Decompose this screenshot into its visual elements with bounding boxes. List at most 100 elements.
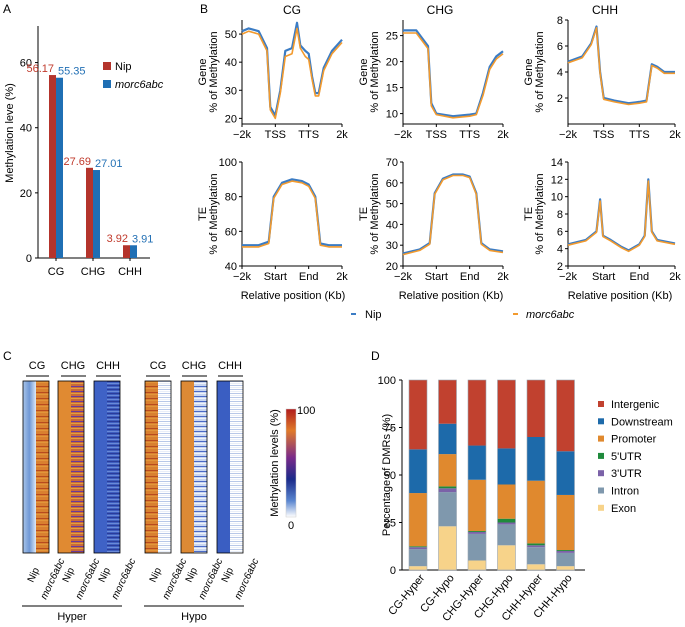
panel-b-legend: Nip morc6abc (351, 309, 575, 321)
x-tick-label: End (299, 271, 319, 283)
y-tick-label: 6 (557, 41, 563, 53)
bar-outline (556, 379, 575, 571)
stack-chh-hyper-5utr (527, 543, 545, 546)
x-tick-label: Start (425, 271, 448, 283)
heatmap-cell (194, 381, 207, 553)
stack-chg-hypo-exon (497, 545, 516, 570)
legend-label-nip: Nip (115, 61, 132, 73)
y-label-row: TE (358, 207, 370, 221)
stack-chg-hyper-exon (468, 560, 486, 570)
panel-c-heatmap: CG CHG CHH CG CHG CHH (22, 360, 315, 623)
heatmap-hyper (22, 380, 121, 554)
bar-chh-morc6abc (130, 245, 137, 258)
panel-label-b: B (200, 2, 208, 16)
heatmap-cell (71, 381, 84, 553)
x-tick-label: Start (264, 271, 287, 283)
y-tick-label: 10 (386, 109, 398, 121)
panel-a-ylabel: Methylation leve (%) (4, 83, 16, 183)
bar-outline (497, 379, 516, 571)
legend-label-intron: Intron (611, 486, 639, 498)
y-tick-label: 20 (20, 188, 32, 200)
heatmap-col-label: morc6abc (233, 557, 262, 601)
series-line-nip (567, 25, 675, 105)
panel-label-a: A (3, 2, 11, 16)
y-tick-label: 0 (26, 253, 32, 265)
x-tick-label: −2k (394, 271, 413, 283)
heatmap-title-hyper-chh: CHH (96, 360, 120, 372)
heatmap-cell (94, 381, 107, 553)
y-label-row: TE (523, 207, 535, 221)
panel-d-bars (408, 379, 575, 571)
stack-cg-hyper-intron (409, 549, 427, 567)
y-tick-label: 0 (390, 565, 396, 577)
heatmap-hypo (144, 380, 244, 554)
y-label-row: Gene (197, 59, 209, 86)
x-tick-label: 2k (497, 271, 509, 283)
heatmap-cell (36, 381, 49, 553)
y-label-unit: % of Methylation (534, 173, 546, 254)
legend-label-downstream: Downstream (611, 416, 673, 428)
heatmap-cell (217, 381, 230, 553)
legend-label-5utr: 5'UTR (611, 451, 642, 463)
subplot-gene-chg: 10 15 20 25 −2k TSS TTS 2k Gene% of Methylation (358, 20, 509, 141)
y-tick-label: 20 (386, 261, 398, 273)
y-tick-label: 40 (386, 219, 398, 231)
column-title-chg: CHG (427, 3, 454, 17)
legend-swatch-3utr (598, 470, 604, 477)
y-tick-label: 40 (20, 123, 32, 135)
stack-cg-hyper-intergenic (409, 380, 427, 450)
heatmap-title-hypo-chh: CHH (218, 360, 242, 372)
series-line-nip (242, 178, 342, 247)
heatmap-col-label: morc6abc (110, 557, 139, 601)
stack-chh-hyper-intergenic (527, 380, 545, 437)
y-tick-label: 70 (386, 157, 398, 169)
heatmap-cell (107, 381, 120, 553)
stack-chh-hyper-intron (527, 547, 545, 565)
y-tick-label: 4 (557, 244, 563, 256)
legend-swatch-morc6abc (103, 80, 111, 88)
colorbar-min-label: 0 (288, 520, 294, 532)
y-tick-label: 25 (386, 31, 398, 43)
bar-outline (438, 379, 457, 571)
stack-cg-hyper-downstream (409, 449, 427, 494)
column-title-cg: CG (283, 3, 301, 17)
bar-data-label: 3.91 (132, 233, 153, 245)
y-tick-label: 2 (557, 261, 563, 273)
series-line-morc6abc (402, 174, 504, 256)
x-tick-label: CHH (118, 266, 142, 278)
x-tick-label: TSS (265, 129, 286, 141)
panel-label-c: C (3, 349, 12, 363)
stack-cg-hypo-5utr (438, 486, 457, 489)
stack-chg-hypo-downstream (497, 448, 516, 485)
x-tick-label: −2k (233, 271, 252, 283)
y-tick-label: 40 (225, 261, 237, 273)
y-tick-label: 30 (225, 85, 237, 97)
y-tick-label: 50 (386, 199, 398, 211)
series-line-morc6abc (242, 180, 342, 248)
stack-chg-hyper-downstream (468, 445, 486, 480)
stack-cg-hyper-5utr (409, 546, 427, 548)
series-line-morc6abc (403, 32, 504, 119)
stack-chh-hypo-intron (556, 552, 575, 567)
stack-cg-hypo-downstream (438, 423, 457, 455)
stack-chh-hyper-exon (527, 564, 545, 570)
legend-label-nip-b: Nip (365, 309, 382, 321)
x-tick-label: End (460, 271, 480, 283)
y-tick-label: 50 (384, 470, 396, 482)
bar-data-label: 3.92 (107, 233, 128, 245)
x-tick-label: TTS (629, 129, 650, 141)
stack-cg-hypo-exon (438, 526, 457, 570)
y-tick-label: 30 (386, 240, 398, 252)
legend-label-promoter: Promoter (611, 434, 657, 446)
stack-chh-hyper-downstream (527, 437, 545, 481)
heatmap-group-hyper: Hyper (57, 611, 87, 623)
legend-swatch-nip (103, 62, 111, 70)
panel-label-d: D (371, 349, 380, 363)
stack-cg-hyper-promoter (409, 493, 427, 547)
heatmap-title-hyper-chg: CHG (61, 360, 85, 372)
y-tick-label: 20 (386, 57, 398, 69)
x-tick-label: CG (48, 266, 65, 278)
bar-outline (526, 379, 546, 571)
